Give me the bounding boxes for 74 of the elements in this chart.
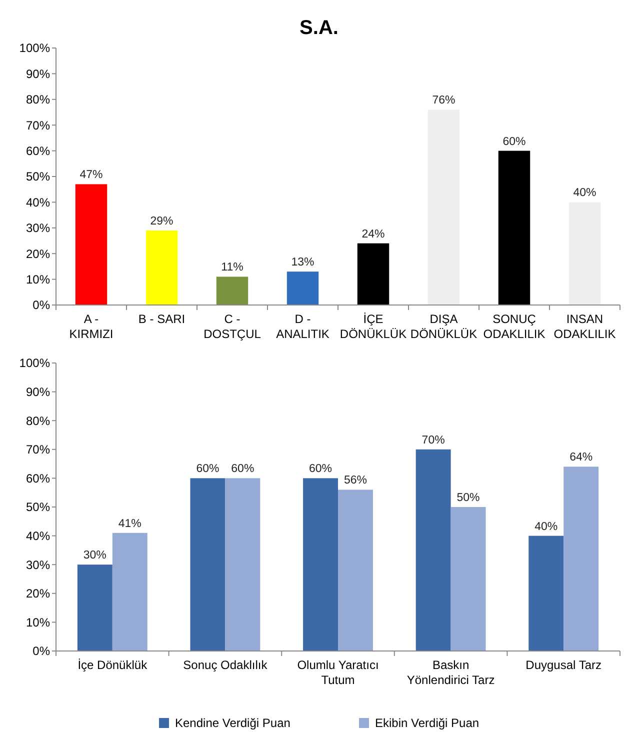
y-tick-label: 20%	[26, 586, 50, 601]
x-tick-label: DIŞA DÖNÜKLÜK	[410, 312, 478, 341]
bar	[225, 478, 260, 651]
x-tick-label: İÇE DÖNÜKLÜK	[340, 312, 407, 341]
bar	[216, 276, 248, 305]
y-tick-label: 100%	[19, 356, 50, 370]
data-label: 60%	[502, 136, 526, 148]
data-label: 60%	[231, 463, 254, 476]
x-tick-label: Duygusal Tarz	[526, 658, 602, 672]
y-tick-label: 10%	[26, 615, 50, 630]
bar	[286, 272, 319, 305]
x-tick-label: INSAN ODAKLILIK	[554, 312, 616, 341]
y-tick-label: 60%	[26, 144, 50, 158]
x-tick-label: Sonuç Odaklılık	[183, 658, 268, 672]
data-label: 29%	[150, 215, 174, 228]
data-label: 41%	[118, 518, 142, 530]
bar	[564, 466, 599, 651]
y-tick-label: 40%	[26, 195, 50, 210]
y-tick-label: 30%	[26, 221, 50, 236]
data-label: 30%	[83, 550, 106, 562]
y-tick-label: 70%	[26, 118, 50, 132]
y-tick-label: 30%	[26, 558, 50, 572]
y-tick-label: 90%	[26, 385, 50, 399]
y-tick-label: 50%	[26, 170, 50, 184]
data-label: 76%	[432, 94, 456, 107]
x-tick-label: D - ANALITIK	[276, 312, 330, 341]
y-tick-label: 0%	[32, 644, 50, 658]
data-label: 70%	[422, 434, 445, 446]
y-tick-label: 40%	[26, 529, 50, 543]
y-tick-label: 60%	[26, 471, 50, 486]
bar	[416, 449, 451, 651]
data-label: 60%	[196, 463, 220, 476]
data-label: 64%	[570, 452, 593, 464]
x-tick-label: B - SARI	[138, 312, 186, 326]
bar	[303, 478, 338, 651]
data-label: 40%	[534, 520, 558, 533]
bar	[450, 507, 486, 651]
data-label: 40%	[573, 187, 596, 200]
data-label: 13%	[291, 256, 314, 269]
bar	[338, 490, 373, 651]
y-tick-label: 90%	[26, 66, 50, 81]
y-tick-label: 0%	[32, 298, 50, 312]
data-label: 56%	[344, 474, 367, 487]
data-label: 47%	[80, 169, 103, 182]
x-tick-label: Olumlu Yaratıcı Tutum	[297, 658, 379, 687]
bar	[75, 184, 108, 305]
bar	[77, 564, 112, 651]
bar	[357, 243, 390, 305]
data-label: 50%	[456, 492, 480, 504]
x-tick-label: SONUÇ ODAKLILIK	[483, 312, 546, 341]
data-label: 24%	[362, 228, 385, 240]
y-tick-label: 80%	[26, 414, 50, 428]
x-tick-label: A - KIRMIZI	[69, 312, 114, 341]
bar	[528, 536, 564, 651]
y-tick-label: 50%	[26, 500, 50, 514]
bar	[568, 202, 601, 305]
chart-title: S.A.	[300, 17, 338, 39]
y-tick-label: 70%	[26, 442, 50, 457]
bar	[428, 110, 460, 305]
bar	[498, 150, 530, 305]
bar	[190, 478, 226, 651]
legend-label: Ekibin Verdiği Puan	[375, 716, 480, 730]
y-tick-label: 80%	[26, 92, 50, 107]
legend-label: Kendine Verdiği Puan	[175, 716, 290, 730]
y-tick-label: 10%	[26, 272, 50, 286]
x-tick-label: Baskın Yönlendirici Tarz	[406, 658, 495, 687]
x-tick-label: C - DOSTÇUL	[204, 312, 262, 341]
y-tick-label: 20%	[26, 246, 50, 261]
x-tick-label: İçe Dönüklük	[78, 658, 148, 672]
bar	[112, 532, 148, 651]
y-tick-label: 100%	[19, 41, 50, 56]
bar	[146, 230, 178, 305]
data-label: 11%	[221, 262, 244, 274]
data-label: 60%	[309, 463, 332, 476]
